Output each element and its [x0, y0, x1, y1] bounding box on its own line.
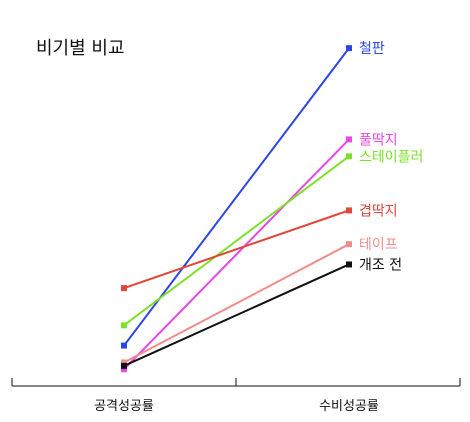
series-1-point-0: [121, 366, 127, 373]
series-1-point-1: [346, 136, 352, 143]
series-line-2: [123, 155, 350, 327]
series-5-point-0: [121, 362, 127, 369]
series-label-2: 스테이플러: [359, 149, 423, 165]
series-label-5: 개조 전: [359, 257, 402, 273]
series-2-point-0: [121, 322, 127, 329]
series-0-point-1: [346, 45, 352, 52]
x-tick-label-defense: 수비성공률: [319, 399, 379, 414]
series-line-3: [123, 209, 350, 290]
chart-title: 비기별 비교: [36, 38, 125, 59]
series-label-0: 철판: [359, 41, 385, 57]
series-2-point-1: [346, 153, 352, 160]
series-line-1: [123, 138, 350, 370]
series-line-5: [123, 263, 350, 367]
series-0-point-0: [121, 342, 127, 349]
series-label-3: 겹딱지: [359, 203, 398, 219]
series-4-point-0: [121, 359, 127, 366]
series-3-point-1: [346, 207, 352, 214]
series-4-point-1: [346, 241, 352, 248]
series-5-point-1: [346, 261, 352, 268]
series-line-4: [123, 243, 350, 364]
series-label-4: 테이프: [359, 237, 398, 253]
x-tick-label-attack: 공격성공률: [94, 399, 154, 414]
x-axis: 공격성공률 수비성공률: [11, 378, 461, 414]
series-3-point-0: [121, 285, 127, 292]
series-label-1: 풀딱지: [359, 132, 398, 148]
